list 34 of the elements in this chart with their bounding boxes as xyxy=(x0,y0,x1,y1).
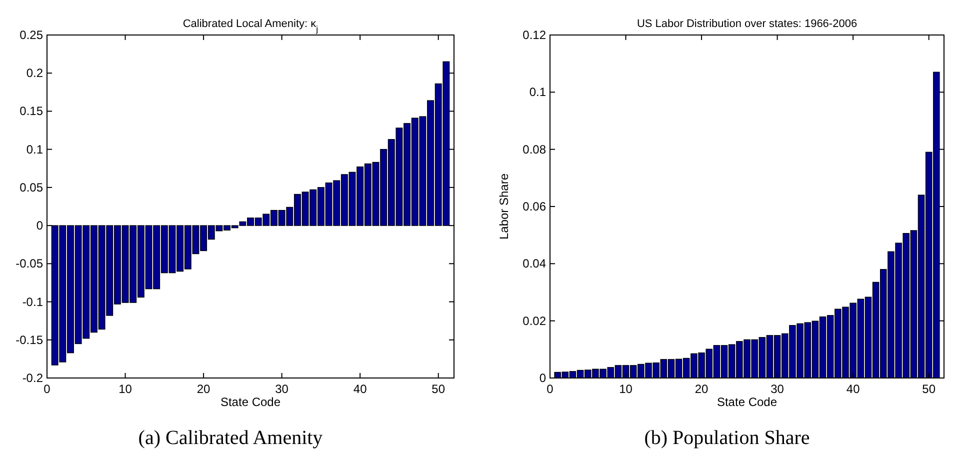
x-tick-label: 40 xyxy=(353,382,368,396)
y-tick-label: 0.08 xyxy=(522,142,546,156)
y-tick-label: 0.1 xyxy=(26,142,44,156)
y-tick-label: 0.25 xyxy=(20,28,44,42)
x-tick-label: 20 xyxy=(196,382,211,396)
chart-title: Calibrated Local Amenity: κ$_{j}$ xyxy=(182,18,318,34)
x-tick-label: 10 xyxy=(118,382,132,396)
x-tick-label: 30 xyxy=(770,382,784,396)
chart-title: US Labor Distribution over states: 1966-2006 xyxy=(636,18,858,30)
y-tick-label: 0.12 xyxy=(522,28,546,42)
y-tick-label: 0.04 xyxy=(522,256,546,271)
text: (a) Calibrated Amenity xyxy=(138,427,323,449)
y-tick-label: -0.05 xyxy=(16,256,44,271)
y-tick-label: 0.2 xyxy=(26,66,44,80)
y-tick-label: -0.1 xyxy=(22,294,44,309)
x-tick-label: 20 xyxy=(694,382,709,396)
y-tick-label: -0.15 xyxy=(16,332,44,347)
x-axis-title: State Code xyxy=(716,395,778,409)
y-tick-label: 0.1 xyxy=(529,85,546,100)
y-tick-label: -0.2 xyxy=(22,371,44,385)
text: (b) Population Share xyxy=(644,427,810,449)
x-tick-label: 30 xyxy=(275,382,289,396)
x-axis-title: State Code xyxy=(220,395,281,409)
y-tick-label: 0.15 xyxy=(20,104,44,118)
y-tick-label: 0 xyxy=(539,371,546,385)
y-tick-label: 0.06 xyxy=(522,200,546,214)
x-tick-label: 10 xyxy=(619,382,633,396)
y-tick-label: 0.02 xyxy=(522,314,546,328)
x-tick-label: 50 xyxy=(432,382,446,396)
x-tick-label: 40 xyxy=(846,382,860,396)
y-tick-label: 0.05 xyxy=(20,180,44,194)
y-tick-label: 0 xyxy=(36,218,44,233)
x-tick-label: 50 xyxy=(922,382,936,396)
y-axis-title: Labor Share xyxy=(497,173,511,240)
